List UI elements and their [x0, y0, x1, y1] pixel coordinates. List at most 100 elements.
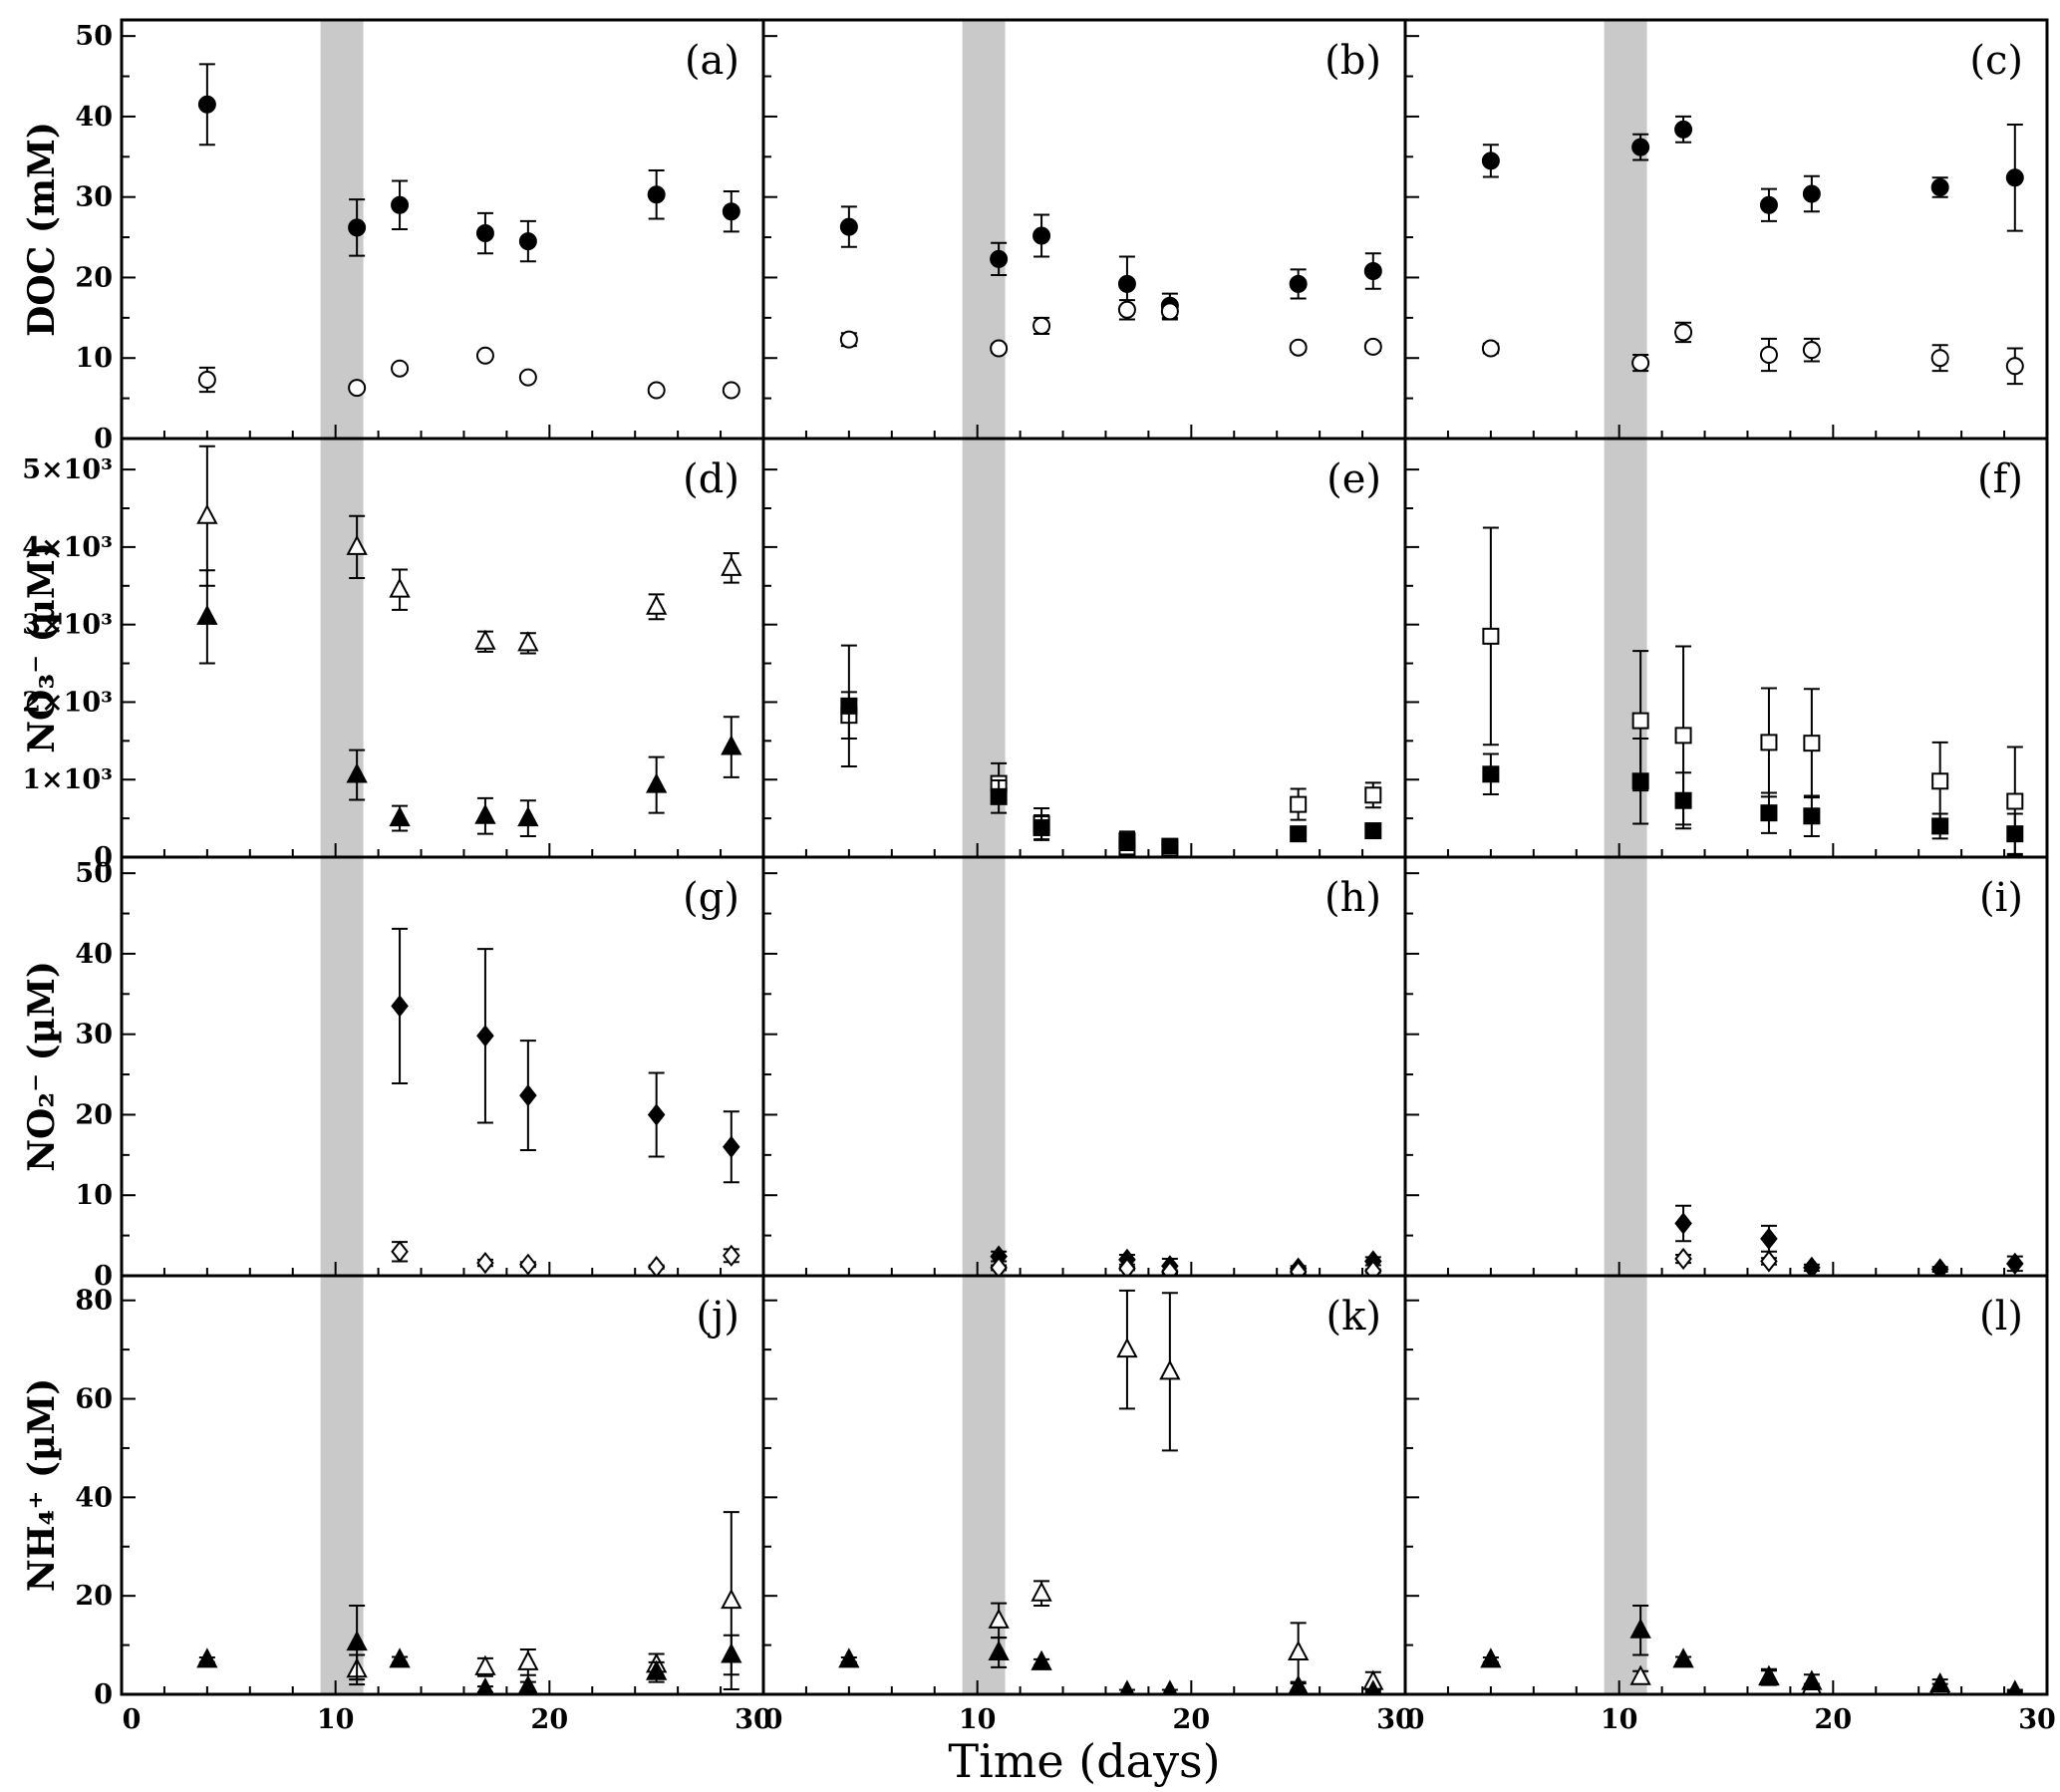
- panel-border: [1403, 437, 2049, 859]
- panel-border: [761, 855, 1407, 1278]
- shaded-band: [320, 857, 364, 1276]
- panel-label-k: (k): [1326, 1294, 1381, 1340]
- shaded-band: [1604, 20, 1647, 439]
- series-open-diamond: [990, 1256, 1382, 1276]
- y-tick-label: 3×10³: [22, 610, 113, 641]
- axis-ticks: [121, 468, 764, 858]
- panel-c: (c): [1403, 18, 2049, 441]
- panel-border: [120, 18, 765, 441]
- panel-label-h: (h): [1324, 875, 1381, 921]
- panel-label-i: (i): [1979, 875, 2023, 921]
- x-axis-label: Time (days): [948, 1734, 1221, 1788]
- y-tick-label: 80: [75, 1286, 113, 1317]
- x-tick-label: 30: [735, 1704, 772, 1735]
- y-tick-label: 20: [75, 1581, 113, 1612]
- panel-label-l: (l): [1979, 1294, 2023, 1340]
- y-tick-label: 0: [94, 1679, 113, 1710]
- y-tick-label: 40: [75, 939, 113, 970]
- series-layer: [196, 445, 742, 837]
- series-open-diamond: [1674, 1247, 1778, 1273]
- series-layer: [196, 1511, 742, 1694]
- y-tick-label: 0: [94, 842, 113, 873]
- series-filled-triangle: [196, 569, 742, 837]
- x-tick-label: 30: [2018, 1704, 2056, 1735]
- panel-e: (e): [761, 437, 1407, 859]
- panel-j: 0 10 20 30 0 20 40 60 80 (j): [75, 1274, 772, 1735]
- y-tick-label: 0: [94, 424, 113, 454]
- x-tick-label: 10: [317, 1704, 355, 1735]
- panel-label-f: (f): [1977, 456, 2023, 502]
- series-layer: [838, 1289, 1384, 1694]
- series-open-circle: [839, 299, 1382, 358]
- series-filled-triangle: [196, 1605, 742, 1694]
- y-tick-label: 1×10³: [22, 764, 113, 795]
- shaded-band: [1604, 857, 1647, 1276]
- y-tick-label: 40: [75, 1482, 113, 1513]
- y-tick-label: 60: [75, 1384, 113, 1415]
- series-layer: [1482, 526, 2024, 857]
- series-layer: [990, 1245, 1382, 1276]
- y-tick-label: 20: [75, 1099, 113, 1130]
- x-tick-label: 20: [1815, 1704, 1853, 1735]
- x-tick-label: 10: [1601, 1704, 1638, 1735]
- series-filled-circle: [839, 205, 1382, 319]
- axis-ticks: [762, 872, 1406, 1277]
- series-filled-diamond: [990, 1245, 1382, 1276]
- panel-border: [761, 18, 1407, 441]
- series-open-square: [1482, 526, 2024, 857]
- axis-ticks: [1404, 872, 2048, 1277]
- y-tick-label: 40: [75, 102, 113, 133]
- series-layer: [391, 927, 740, 1276]
- y-tick-label: 10: [75, 343, 113, 374]
- series-layer: [1674, 1204, 2024, 1276]
- series-open-diamond: [391, 1240, 740, 1276]
- x-tick-label: 20: [1173, 1704, 1211, 1735]
- x-tick-label: 10: [959, 1704, 997, 1735]
- x-tick-label: 0: [764, 1704, 783, 1735]
- x-tick-label: 20: [531, 1704, 569, 1735]
- series-filled-circle: [1481, 115, 2024, 232]
- series-open-triangle: [196, 445, 742, 655]
- panel-border: [120, 1274, 765, 1696]
- series-filled-square: [840, 644, 1382, 855]
- panel-a: 0 10 20 30 40 50 (a): [75, 18, 765, 454]
- panel-l: 0 10 20 30 (l): [1403, 1274, 2056, 1735]
- shaded-band: [962, 857, 1006, 1276]
- panel-label-b: (b): [1324, 38, 1381, 84]
- y-tick-label: 50: [75, 858, 113, 889]
- series-filled-square: [1482, 738, 2024, 855]
- panel-b: (b): [761, 18, 1407, 441]
- panel-i: (i): [1403, 855, 2049, 1278]
- panel-label-e: (e): [1326, 456, 1381, 502]
- axis-ticks: [1404, 35, 2048, 440]
- x-tick-label: 0: [1406, 1704, 1425, 1735]
- x-tick-label: 30: [1376, 1704, 1414, 1735]
- axis-ticks: [121, 1299, 764, 1695]
- axis-ticks: [762, 35, 1406, 440]
- x-tick-label: 0: [123, 1704, 142, 1735]
- series-filled-circle: [197, 63, 740, 263]
- axis-ticks: [762, 468, 1406, 858]
- y-tick-label: 50: [75, 21, 113, 52]
- panel-label-g: (g): [683, 875, 739, 921]
- y-tick-label: 2×10³: [22, 687, 113, 718]
- y-tick-label: 20: [75, 262, 113, 293]
- panel-k: 0 10 20 30 (k): [761, 1274, 1414, 1735]
- panel-label-j: (j): [696, 1294, 739, 1340]
- y-tick-label: 5×10³: [22, 454, 113, 485]
- series-filled-diamond: [1674, 1204, 2024, 1276]
- y-tick-label: 10: [75, 1180, 113, 1211]
- series-layer: [839, 205, 1382, 358]
- axis-ticks: [121, 35, 764, 440]
- y-tick-label: 4×10³: [22, 532, 113, 563]
- series-filled-triangle: [838, 1637, 1381, 1694]
- shaded-band: [962, 20, 1006, 439]
- panel-border: [120, 437, 765, 859]
- panel-border: [1403, 1274, 2049, 1696]
- series-filled-triangle: [1480, 1605, 2023, 1694]
- axis-ticks: [121, 872, 764, 1277]
- panel-f: (f): [1403, 437, 2049, 859]
- y-tick-label: 30: [75, 1020, 113, 1050]
